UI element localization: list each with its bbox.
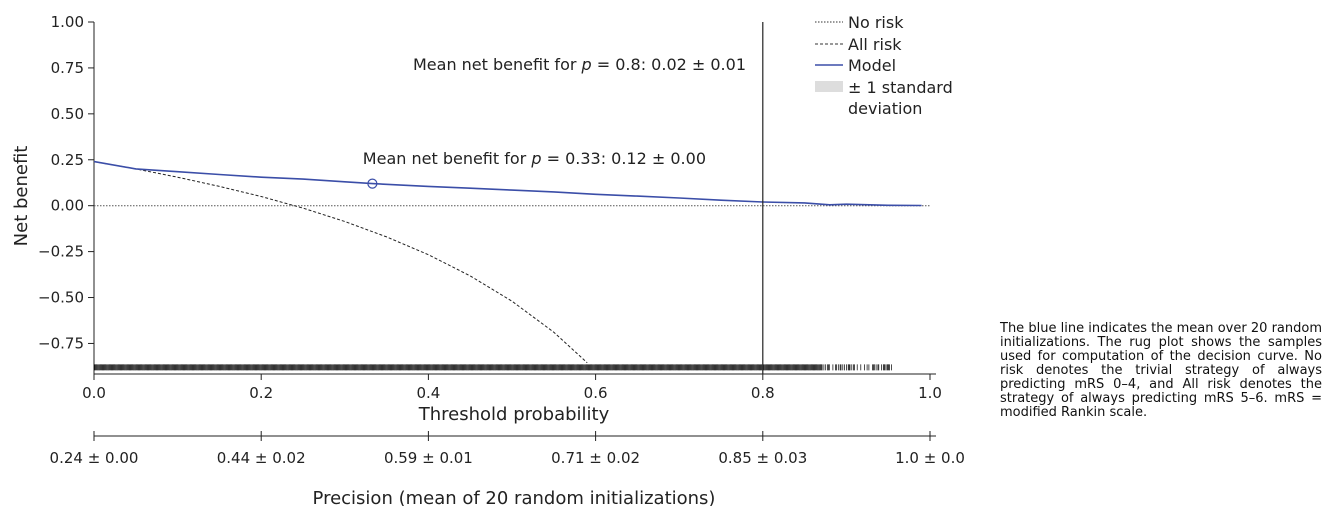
x-tick-label: 0.6 (584, 384, 608, 402)
y-tick-label: −0.50 (38, 289, 84, 307)
legend-label: ± 1 standard (848, 78, 953, 97)
y-tick-label: 0.75 (51, 59, 84, 77)
annotation-text: Mean net benefit for p = 0.33: 0.12 ± 0.… (363, 149, 706, 168)
y-tick-label: 1.00 (51, 13, 84, 31)
precision-tick-label: 0.71 ± 0.02 (551, 449, 640, 467)
decision-curve-chart: Net benefit 1.00 0.75 0.50 0.25 0.00 −0.25 −0.… (0, 0, 995, 506)
figure-caption: The blue line indicates the mean over 20… (1000, 322, 1322, 420)
y-tick-label: 0.25 (51, 151, 84, 169)
precision-tick-label: 0.44 ± 0.02 (217, 449, 306, 467)
legend-label: deviation (848, 99, 922, 118)
legend-label: All risk (848, 35, 902, 54)
precision-axis: 0.24 ± 0.00 0.44 ± 0.02 0.59 ± 0.01 0.71 ± … (50, 431, 965, 467)
y-axis-label: Net benefit (11, 146, 32, 247)
annotation-text: Mean net benefit for p = 0.8: 0.02 ± 0.0… (413, 55, 746, 74)
precision-tick-label: 1.0 ± 0.0 (895, 449, 965, 467)
rug-plot (94, 364, 891, 370)
x-tick-label: 0.0 (82, 384, 106, 402)
series-all-risk-line (94, 162, 587, 363)
precision-tick-label: 0.85 ± 0.03 (718, 449, 807, 467)
x-tick-label: 0.8 (751, 384, 775, 402)
x-tick-label: 0.2 (249, 384, 273, 402)
y-tick-label: 0.00 (51, 197, 84, 215)
y-tick-label: −0.25 (38, 243, 84, 261)
x-axis: 0.0 0.2 0.4 0.6 0.8 1.0 (82, 374, 942, 402)
precision-tick-label: 0.24 ± 0.00 (50, 449, 139, 467)
legend-std-swatch (815, 81, 843, 92)
x-tick-label: 1.0 (918, 384, 942, 402)
legend-label: Model (848, 56, 896, 75)
annotations: Mean net benefit for p = 0.8: 0.02 ± 0.0… (363, 55, 746, 168)
legend: No risk All risk Model ± 1 standard deviatio… (815, 13, 953, 118)
series-model-line (94, 162, 922, 206)
x-axis-label: Threshold probability (418, 404, 610, 425)
precision-tick-label: 0.59 ± 0.01 (384, 449, 473, 467)
x-tick-label: 0.4 (416, 384, 440, 402)
plot-area (94, 22, 930, 374)
y-axis: 1.00 0.75 0.50 0.25 0.00 −0.25 −0.50 −0.75 (38, 13, 94, 374)
y-tick-label: −0.75 (38, 334, 84, 352)
precision-axis-label: Precision (mean of 20 random initializat… (313, 488, 716, 506)
legend-label: No risk (848, 13, 904, 32)
y-tick-label: 0.50 (51, 105, 84, 123)
